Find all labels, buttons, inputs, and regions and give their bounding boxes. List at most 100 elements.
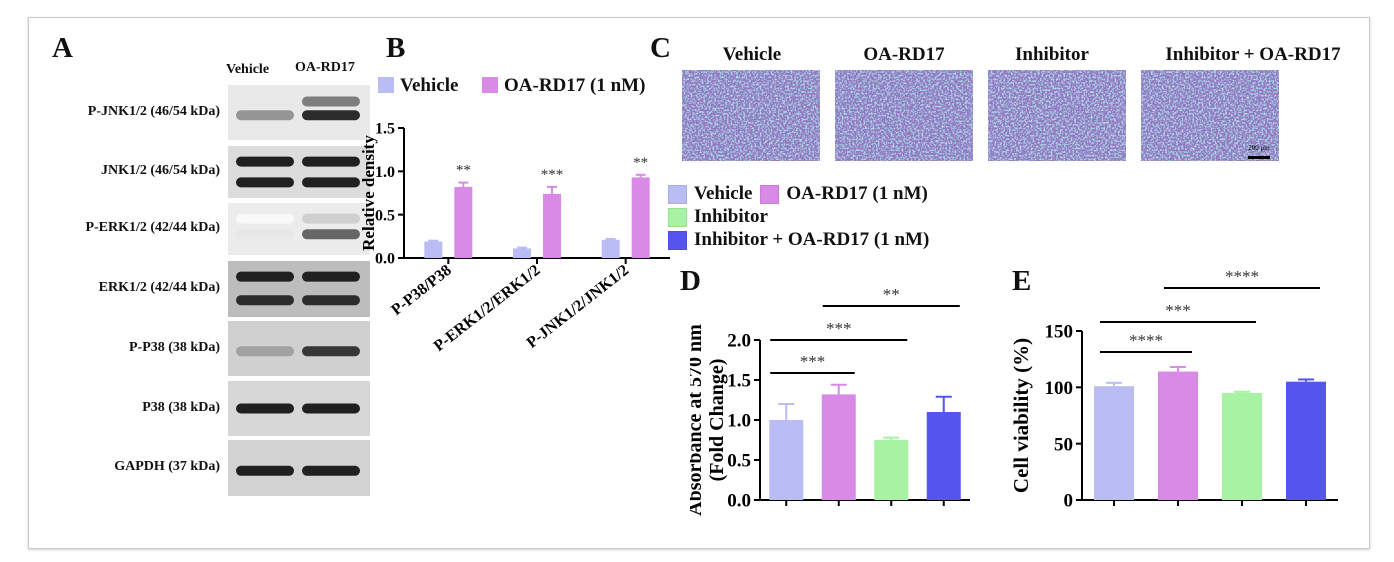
panel-label-a: A	[52, 32, 73, 64]
bar-e-inhibitor	[1222, 392, 1262, 500]
legend-b-label-oa: OA-RD17 (1 nM)	[504, 75, 645, 96]
blot-band-vehicle-0	[236, 213, 294, 224]
y-tick-label: 1.5	[375, 121, 395, 138]
blot-label-p-erk1-2-42-44-kda: P-ERK1/2 (42/44 kDa)	[85, 220, 220, 235]
y-tick-label: 0.0	[375, 251, 395, 268]
blot-label-p-jnk1-2-46-54-kda: P-JNK1/2 (46/54 kDa)	[87, 103, 220, 119]
blot-label-p-p38-38-kda: P-P38 (38 kDa)	[129, 339, 220, 355]
micrograph-oa	[835, 70, 973, 161]
comparison-label: ***	[826, 319, 852, 338]
legend-c-label-oa: OA-RD17 (1 nM)	[786, 183, 928, 204]
blot-band-vehicle-1	[236, 110, 294, 121]
y-tick-label: 2.0	[727, 331, 751, 352]
blot-band-oa-1	[302, 229, 360, 240]
micro-title-vehicle: Vehicle	[722, 44, 782, 65]
legend-b-swatch-vehicle	[378, 77, 394, 93]
y-tick-label: 1.0	[727, 411, 751, 432]
legend-c-row-2: Inhibitor	[668, 206, 768, 228]
micrograph-inhibitor	[988, 70, 1126, 161]
y-tick-label: 0.5	[375, 207, 395, 224]
legend-c-swatch-vehicle	[668, 184, 687, 204]
legend-b-label-vehicle: Vehicle	[400, 75, 458, 96]
blot-band-oa-0	[302, 156, 360, 167]
blot-label-gapdh-37-kda: GAPDH (37 kDa)	[114, 459, 220, 474]
y-axis-label: Relative density	[360, 135, 378, 251]
blot-gapdh-37-kda	[228, 440, 370, 496]
legend-c-label-combo: Inhibitor + OA-RD17 (1 nM)	[694, 229, 930, 250]
legend-c-row-3: Inhibitor + OA-RD17 (1 nM)	[668, 229, 929, 251]
legend-c-swatch-combo	[668, 230, 687, 250]
blot-band-oa-0	[302, 96, 360, 107]
scale-bar-label: 200 μm	[1248, 144, 1270, 152]
bar-d-inhibitor-oa-rd17-1-nm	[926, 412, 961, 500]
y-tick-label: 50	[1054, 434, 1073, 455]
bar-d-vehicle	[769, 420, 804, 500]
blot-band-vehicle-0	[236, 465, 294, 476]
bar-d-oa-rd17-1-nm	[821, 394, 856, 500]
bar-b-vehicle-p-jnk1-2-jnk1-2	[601, 239, 620, 258]
significance-b: ***	[541, 167, 564, 183]
blot-band-oa-0	[302, 346, 360, 357]
panel-label-d: D	[680, 265, 701, 297]
blot-band-vehicle-0	[236, 156, 294, 167]
y-tick-label: 0.0	[727, 491, 751, 512]
y-tick-label: 100	[1045, 378, 1074, 399]
comparison-label: ***	[1165, 301, 1191, 320]
significance-b: **	[456, 163, 471, 179]
legend-c-row-1: Vehicle OA-RD17 (1 nM)	[668, 183, 928, 205]
blot-p-erk1-2-42-44-kda	[228, 203, 370, 255]
legend-c-swatch-inhibitor	[668, 207, 687, 227]
legend-c-swatch-oa	[760, 184, 780, 204]
panel-label-b: B	[386, 32, 406, 64]
blot-band-oa-1	[302, 110, 360, 121]
bar-e-oa-rd17-1-nm	[1158, 371, 1198, 500]
bar-b-oa-rd17-1-nm-p-p38-p38	[454, 186, 473, 258]
y-tick-label: 1.0	[375, 164, 395, 181]
micro-title-inhibitor: Inhibitor	[1015, 44, 1089, 65]
blot-band-vehicle-1	[236, 177, 294, 188]
panel-label-c: C	[650, 32, 671, 64]
blot-col-head-oa: OA-RD17	[295, 60, 355, 75]
blot-band-oa-1	[302, 177, 360, 188]
blot-col-head-vehicle: Vehicle	[226, 62, 270, 77]
bar-b-vehicle-p-p38-p38	[424, 241, 443, 258]
comparison-label: ****	[1129, 331, 1163, 350]
micro-title-oa: OA-RD17	[863, 44, 945, 65]
blot-band-vehicle-1	[236, 229, 294, 240]
x-tick-label-p-p38-p38: P-P38/P38	[388, 262, 454, 319]
micrograph-strip: 200 μm	[682, 70, 1279, 161]
bar-d-inhibitor	[874, 440, 909, 500]
bar-b-oa-rd17-1-nm-p-jnk1-2-jnk1-2	[631, 177, 650, 258]
blot-band-oa-0	[302, 403, 360, 414]
y-tick-label: 150	[1045, 322, 1074, 343]
blot-p38-38-kda	[228, 381, 370, 436]
blot-band-oa-0	[302, 465, 360, 476]
y-tick-label: 1.5	[727, 371, 751, 392]
comparison-label: **	[883, 285, 900, 304]
legend-c-label-inhibitor: Inhibitor	[694, 206, 768, 227]
blot-erk1-2-42-44-kda	[228, 261, 370, 317]
blot-band-vehicle-0	[236, 96, 294, 107]
y-tick-label: 0	[1064, 491, 1074, 512]
panel-label-e: E	[1012, 265, 1032, 297]
blot-jnk1-2-46-54-kda	[228, 146, 370, 198]
blot-band-vehicle-0	[236, 403, 294, 414]
comparison-label: ****	[1225, 267, 1259, 286]
bar-b-vehicle-p-erk1-2-erk1-2	[513, 248, 531, 258]
micrograph-combo	[1141, 70, 1279, 161]
y-axis-label: Absorbance at 570 nm(Fold Change)	[690, 324, 728, 516]
bar-e-inhibitor-oa-rd17-1-nm	[1286, 381, 1326, 500]
bar-e-vehicle	[1094, 386, 1134, 500]
y-axis-label: Cell viability (%)	[1009, 338, 1033, 493]
scale-bar	[1248, 156, 1270, 159]
blot-band-oa-0	[302, 213, 360, 224]
blot-band-vehicle-1	[236, 295, 294, 306]
blot-band-oa-0	[302, 271, 360, 282]
legend-b-swatch-oa	[482, 77, 498, 93]
legend-c-label-vehicle: Vehicle	[694, 183, 753, 204]
blot-p-jnk1-2-46-54-kda	[228, 85, 370, 140]
